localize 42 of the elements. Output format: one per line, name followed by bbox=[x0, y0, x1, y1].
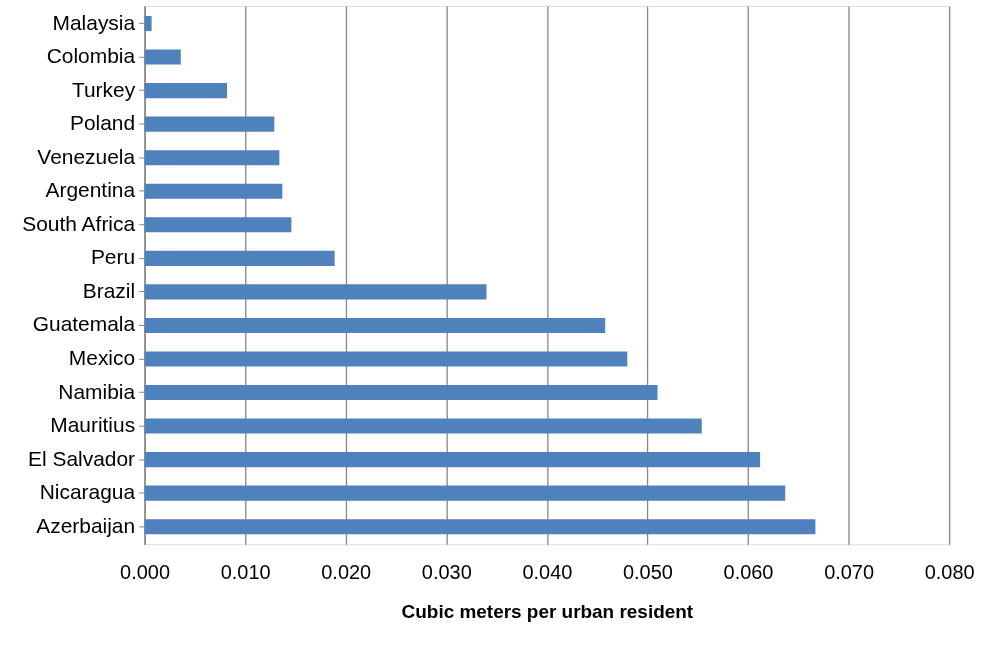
bar bbox=[144, 351, 628, 367]
y-tick-label: Nicaragua bbox=[39, 480, 136, 504]
y-tick-label: Mexico bbox=[68, 345, 136, 369]
y-tick-label: Brazil bbox=[82, 278, 136, 302]
bar bbox=[144, 418, 702, 434]
bar bbox=[144, 150, 280, 166]
y-tick-label: Colombia bbox=[46, 44, 136, 68]
bar bbox=[144, 183, 283, 199]
bar bbox=[144, 49, 181, 65]
x-tick-label: 0.040 bbox=[522, 560, 573, 583]
x-tick-label: 0.020 bbox=[321, 560, 372, 583]
bar bbox=[144, 284, 487, 300]
y-tick-label: El Salvador bbox=[28, 446, 136, 470]
x-tick-label: 0.030 bbox=[421, 560, 472, 583]
bar bbox=[144, 83, 228, 99]
x-tick-label: 0.000 bbox=[120, 560, 171, 583]
bar bbox=[144, 217, 292, 233]
y-tick-label: Namibia bbox=[58, 379, 136, 403]
bar bbox=[144, 485, 786, 501]
y-tick-label: South Africa bbox=[22, 211, 136, 235]
x-axis-title: Cubic meters per urban resident bbox=[401, 600, 694, 622]
x-tick-label: 0.060 bbox=[723, 560, 774, 583]
y-tick-label: Poland bbox=[69, 111, 136, 135]
x-tick-label: 0.080 bbox=[924, 560, 975, 583]
x-tick-label: 0.050 bbox=[622, 560, 673, 583]
y-tick-label: Venezuela bbox=[37, 144, 136, 168]
bar bbox=[144, 250, 335, 266]
y-tick-label: Azerbaijan bbox=[36, 513, 136, 537]
bar bbox=[144, 317, 606, 333]
x-tick-label: 0.070 bbox=[824, 560, 875, 583]
y-tick-label: Peru bbox=[90, 245, 136, 269]
bar bbox=[144, 384, 658, 401]
y-tick-label: Mauritius bbox=[50, 413, 136, 437]
x-tick-label: 0.010 bbox=[220, 560, 271, 583]
bar bbox=[144, 519, 816, 535]
y-tick-label: Malaysia bbox=[52, 10, 136, 34]
y-tick-label: Turkey bbox=[71, 77, 136, 101]
bar bbox=[144, 116, 275, 132]
y-tick-label: Guatemala bbox=[32, 312, 136, 336]
y-tick-label: Argentina bbox=[45, 178, 136, 202]
bar bbox=[144, 452, 761, 468]
bar bbox=[144, 15, 152, 32]
